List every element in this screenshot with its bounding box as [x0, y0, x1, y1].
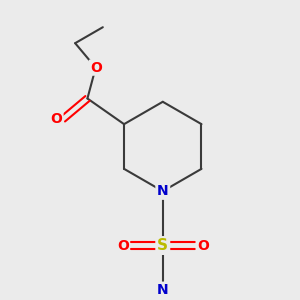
- Text: N: N: [157, 184, 169, 198]
- Text: N: N: [157, 283, 169, 297]
- Text: S: S: [157, 238, 168, 253]
- Text: O: O: [197, 238, 208, 253]
- Text: O: O: [117, 238, 129, 253]
- Text: O: O: [51, 112, 62, 126]
- Text: O: O: [90, 61, 102, 75]
